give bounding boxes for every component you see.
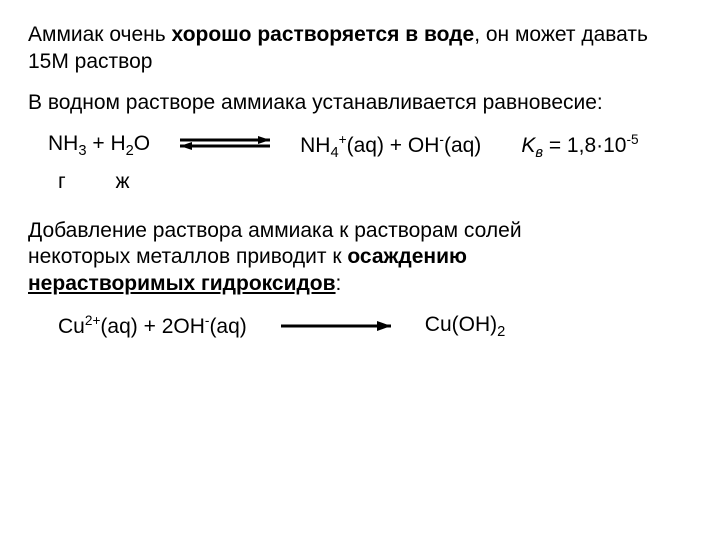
eq1-k: Kв = 1,8·10-5 bbox=[521, 131, 638, 163]
add-l2-hl: осаждению bbox=[347, 245, 467, 268]
add-l2-pre: некоторых металлов приводит к bbox=[28, 245, 347, 268]
equation-1: NH3 + H2O NH4+(aq) + OH-(aq) Kв = 1,8·10… bbox=[48, 131, 692, 163]
eq2-lhs: Cu2+(aq) + 2OH-(aq) bbox=[58, 312, 247, 341]
intro-highlight: хорошо растворяется в воде bbox=[172, 23, 475, 46]
slide: Аммиак очень хорошо растворяется в воде,… bbox=[0, 0, 720, 370]
intro-pre: Аммиак очень bbox=[28, 23, 172, 46]
equilibrium-arrow-icon bbox=[180, 131, 270, 145]
phase-labels: г ж bbox=[58, 169, 692, 196]
eq1-lhs: NH3 + H2O bbox=[48, 131, 150, 161]
eq1-rhs: NH4+(aq) + OH-(aq) bbox=[300, 131, 481, 163]
phase-gas: г bbox=[58, 170, 66, 193]
eq2-rhs: Cu(OH)2 bbox=[425, 312, 506, 342]
intro-paragraph: Аммиак очень хорошо растворяется в воде,… bbox=[28, 22, 692, 76]
add-l3-hl: нерастворимых гидроксидов bbox=[28, 272, 336, 295]
addition-paragraph: Добавление раствора аммиака к растворам … bbox=[28, 218, 692, 299]
equilibrium-text: В водном растворе аммиака устанавливаетс… bbox=[28, 90, 692, 117]
phase-liquid: ж bbox=[116, 170, 130, 193]
add-l3-post: : bbox=[336, 272, 342, 295]
add-l1: Добавление раствора аммиака к растворам … bbox=[28, 219, 522, 242]
forward-arrow-icon bbox=[281, 312, 391, 322]
equation-2: Cu2+(aq) + 2OH-(aq) Cu(OH)2 bbox=[58, 312, 692, 342]
